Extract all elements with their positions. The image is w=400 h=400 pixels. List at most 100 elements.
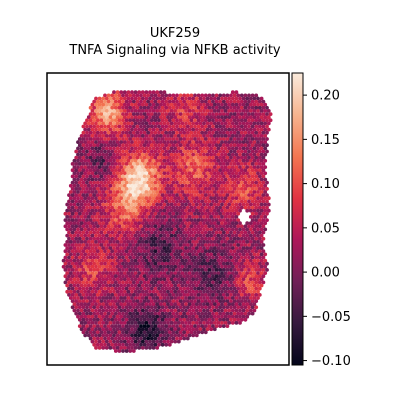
spot [216, 140, 221, 145]
spot [149, 236, 154, 241]
spot [234, 227, 239, 232]
spot [92, 311, 97, 316]
spot [207, 286, 212, 291]
spot [101, 264, 106, 269]
spot [133, 296, 138, 300]
spot [225, 324, 230, 328]
spot [108, 165, 113, 170]
spot [178, 249, 183, 254]
spot [261, 137, 266, 141]
spot [175, 193, 179, 198]
spot [158, 302, 163, 307]
spot [239, 311, 244, 316]
spot [106, 187, 111, 191]
spot [171, 243, 176, 247]
spot [140, 246, 145, 251]
spot [112, 90, 116, 95]
spot [85, 261, 89, 266]
spot [234, 102, 239, 107]
spot [220, 258, 224, 263]
spot [185, 105, 190, 110]
spot [88, 249, 93, 254]
spot [193, 149, 197, 154]
spot [140, 121, 145, 126]
spot [250, 118, 255, 123]
spot [151, 208, 156, 213]
spot [230, 252, 235, 257]
spot [178, 299, 183, 303]
spot [97, 289, 102, 294]
spot [266, 121, 271, 126]
spot [236, 174, 241, 179]
spot [126, 227, 131, 232]
spot [151, 283, 156, 288]
spot [205, 190, 210, 194]
spot [126, 246, 131, 251]
spot [232, 205, 237, 210]
spot [97, 196, 102, 201]
spot [140, 339, 145, 344]
spot [148, 296, 152, 300]
spot [173, 146, 178, 151]
spot [223, 109, 228, 113]
spot [178, 155, 183, 160]
spot [167, 255, 172, 260]
spot [92, 155, 97, 160]
spot [193, 249, 197, 254]
spot [236, 199, 241, 204]
spot [182, 293, 187, 297]
spot [171, 149, 176, 154]
spot [234, 233, 239, 238]
spot [250, 261, 255, 266]
spot [171, 211, 176, 216]
spot [209, 115, 214, 120]
spot [92, 168, 97, 173]
spot [175, 268, 179, 272]
spot [157, 99, 161, 104]
spot [167, 162, 172, 166]
spot [124, 243, 129, 247]
spot [187, 171, 192, 176]
spot [130, 314, 134, 319]
spot [99, 193, 104, 198]
spot [178, 193, 183, 198]
spot [83, 296, 88, 300]
spot [243, 137, 248, 141]
spot [101, 171, 106, 176]
spot [117, 349, 122, 353]
spot [189, 99, 194, 104]
spot [248, 102, 253, 107]
spot [112, 196, 116, 201]
spot [248, 196, 253, 201]
spot [167, 311, 172, 316]
spot [185, 199, 190, 204]
spot [176, 258, 181, 263]
spot [189, 224, 194, 229]
spot [153, 93, 158, 98]
spot [259, 208, 264, 213]
spot [182, 137, 187, 141]
spot [164, 137, 169, 141]
spot [113, 305, 118, 310]
spot [164, 249, 169, 254]
spot [245, 146, 250, 151]
spot [110, 124, 115, 129]
spot [155, 96, 160, 101]
spot [130, 102, 134, 107]
spot [77, 311, 82, 316]
spot [151, 121, 156, 126]
spot [155, 302, 160, 307]
spot [182, 205, 187, 210]
spot [202, 240, 206, 244]
spot [167, 230, 172, 235]
spot [238, 134, 242, 138]
spot [252, 302, 257, 307]
spot [137, 102, 142, 107]
spot [256, 252, 260, 257]
spot [167, 137, 172, 141]
spot [216, 146, 221, 151]
spot [119, 152, 124, 157]
spot [101, 221, 106, 226]
spot [104, 283, 109, 288]
spot [265, 218, 269, 223]
